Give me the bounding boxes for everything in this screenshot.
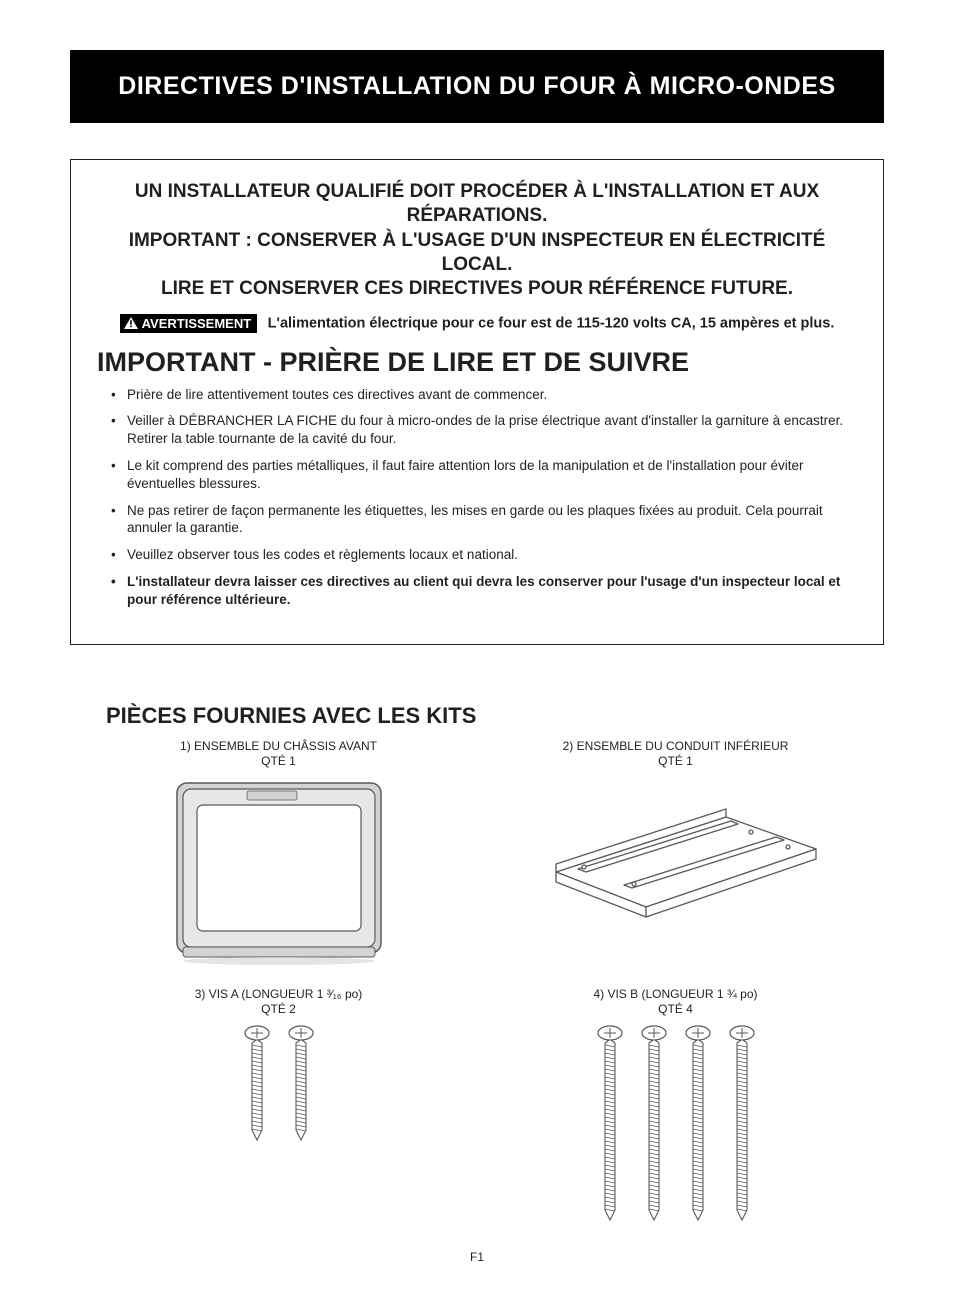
screw-icon <box>729 1025 755 1222</box>
part-cell: 2) ENSEMBLE DU CONDUIT INFÉRIEURQTÉ 1 <box>487 739 864 967</box>
instruction-item: L'installateur devra laisser ces directi… <box>111 573 857 609</box>
instruction-item: Ne pas retirer de façon permanente les é… <box>111 502 857 538</box>
part-label: 4) VIS B (LONGUEUR 1 ¾ po)QTÉ 4 <box>487 987 864 1017</box>
lower-duct-diagram <box>526 777 826 927</box>
screw-icon <box>288 1025 314 1142</box>
notice-heading: UN INSTALLATEUR QUALIFIÉ DOIT PROCÉDER À… <box>97 180 857 302</box>
notice-line-2: IMPORTANT : CONSERVER À L'USAGE D'UN INS… <box>97 229 857 278</box>
screw-icon <box>597 1025 623 1222</box>
screw-icon <box>641 1025 667 1222</box>
part-diagram <box>487 777 864 927</box>
part-diagram <box>90 777 467 967</box>
page-number: F1 <box>70 1250 884 1264</box>
screw-icon <box>244 1025 270 1142</box>
instruction-item: Veiller à DÉBRANCHER LA FICHE du four à … <box>111 412 857 448</box>
page: DIRECTIVES D'INSTALLATION DU FOUR À MICR… <box>0 0 954 1304</box>
screw-icon <box>685 1025 711 1222</box>
instruction-item: Le kit comprend des parties métalliques,… <box>111 457 857 493</box>
part-cell: 3) VIS A (LONGUEUR 1 ³⁄₁₆ po)QTÉ 2 <box>90 987 467 1222</box>
part-label: 2) ENSEMBLE DU CONDUIT INFÉRIEURQTÉ 1 <box>487 739 864 769</box>
instruction-list: Prière de lire attentivement toutes ces … <box>97 386 857 609</box>
parts-grid: 1) ENSEMBLE DU CHÂSSIS AVANTQTÉ 1 2) ENS… <box>90 739 864 1222</box>
notice-line-1: UN INSTALLATEUR QUALIFIÉ DOIT PROCÉDER À… <box>97 180 857 229</box>
notice-line-3: LIRE ET CONSERVER CES DIRECTIVES POUR RÉ… <box>97 277 857 301</box>
title-banner: DIRECTIVES D'INSTALLATION DU FOUR À MICR… <box>70 50 884 123</box>
warning-badge-label: AVERTISSEMENT <box>142 316 252 331</box>
warning-triangle-icon <box>124 317 138 329</box>
instruction-item: Veuillez observer tous les codes et règl… <box>111 546 857 564</box>
page-title: DIRECTIVES D'INSTALLATION DU FOUR À MICR… <box>80 72 874 101</box>
front-frame-diagram <box>169 777 389 967</box>
part-label: 1) ENSEMBLE DU CHÂSSIS AVANTQTÉ 1 <box>90 739 467 769</box>
part-diagram <box>90 1025 467 1142</box>
warning-row: AVERTISSEMENT L'alimentation électrique … <box>97 314 857 333</box>
part-cell: 1) ENSEMBLE DU CHÂSSIS AVANTQTÉ 1 <box>90 739 467 967</box>
warning-badge: AVERTISSEMENT <box>120 314 258 333</box>
part-label: 3) VIS A (LONGUEUR 1 ³⁄₁₆ po)QTÉ 2 <box>90 987 467 1017</box>
part-diagram <box>487 1025 864 1222</box>
warning-text: L'alimentation électrique pour ce four e… <box>268 315 835 331</box>
instruction-item: Prière de lire attentivement toutes ces … <box>111 386 857 404</box>
important-heading: IMPORTANT - PRIÈRE DE LIRE ET DE SUIVRE <box>97 347 857 378</box>
parts-heading: PIÈCES FOURNIES AVEC LES KITS <box>106 703 884 729</box>
part-cell: 4) VIS B (LONGUEUR 1 ¾ po)QTÉ 4 <box>487 987 864 1222</box>
notice-frame: UN INSTALLATEUR QUALIFIÉ DOIT PROCÉDER À… <box>70 159 884 645</box>
